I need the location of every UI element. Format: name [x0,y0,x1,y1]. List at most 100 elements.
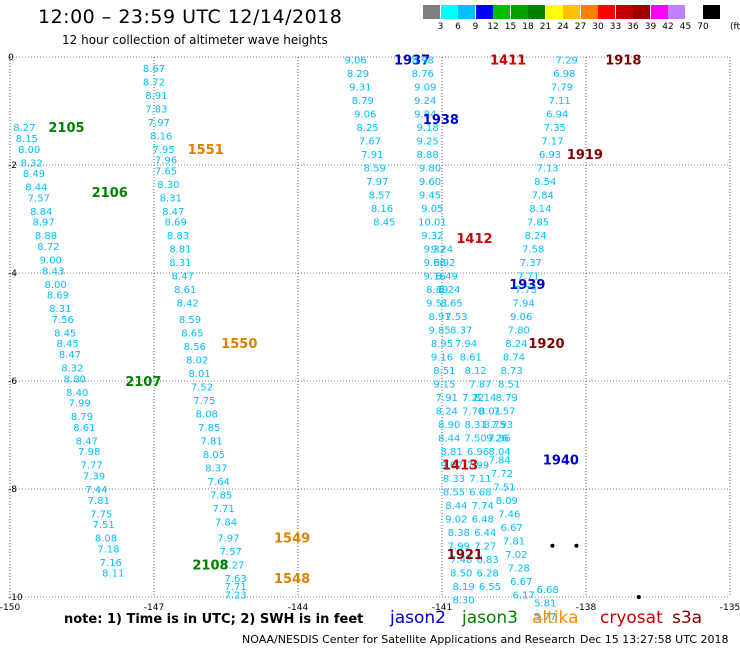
swh-value: 8.61 [174,285,196,296]
swh-value: 8.44 [438,434,460,445]
x-tick-label: -147 [144,603,164,613]
track-time-label: 1939 [509,278,545,293]
swh-value: 8.44 [25,183,47,194]
colorbar-swatch [703,5,720,19]
swh-value: 9.31 [349,83,371,94]
swh-value: 6.83 [476,555,498,566]
colorbar-tick-label: 27 [574,22,587,32]
swh-value: 9.06 [344,56,366,67]
swh-value: 8.02 [186,355,208,366]
page-subtitle: 12 hour collection of altimeter wave hei… [62,33,328,47]
swh-value: 7.18 [97,544,119,555]
swh-value: 7.11 [469,474,491,485]
swh-value: 8.79 [71,412,93,423]
swh-value: 8.65 [440,299,462,310]
swh-value: 7.97 [148,118,170,129]
swh-value: 8.80 [64,374,86,385]
swh-value: 8.00 [44,280,66,291]
swh-value: 8.14 [474,393,496,404]
swh-value: 8.16 [371,204,393,215]
swh-value: 8.95 [431,339,453,350]
mission-legend-item: cryosat [600,608,663,628]
colorbar-tick-label: 21 [539,22,552,32]
swh-value: 7.67 [359,137,381,148]
swh-value: 8.33 [443,474,465,485]
swh-value: 7.36 [488,434,510,445]
track-time-label: 2108 [192,559,228,574]
swh-value: 7.99 [467,461,489,472]
swh-value: 8.81 [169,245,191,256]
swh-value: 7.53 [445,312,467,323]
swh-value: 8.01 [479,407,501,418]
swh-value: 8.37 [205,463,227,474]
swh-value: 8.92 [433,258,455,269]
swh-value: 8.32 [20,158,42,169]
x-tick-label: -135 [720,603,740,613]
track-time-label: 2107 [125,375,161,390]
swh-value: 8.91 [145,91,167,102]
swh-value: 7.91 [436,393,458,404]
swh-value: 8.47 [172,272,194,283]
swh-value: 8.16 [150,131,172,142]
track-time-label: 1938 [423,113,459,128]
swh-value: 9.60 [419,177,441,188]
swh-value: 8.49 [23,169,45,180]
track-time-label: 1549 [274,532,310,547]
colorbar-tick-label: 6 [455,22,461,32]
colorbar-swatch [668,5,685,19]
swh-value: 7.84 [532,191,554,202]
swh-value: 7.83 [145,104,167,115]
swh-value: 7.44 [85,485,107,496]
swh-value: 8.11 [102,569,124,580]
swh-value: 6.96 [467,447,489,458]
swh-value: 7.56 [52,315,74,326]
colorbar-swatch [528,5,545,19]
swh-value: 8.27 [13,123,35,134]
y-tick-label: -10 [8,593,23,603]
colorbar-tick-label: 45 [679,22,692,32]
swh-value: 7.97 [217,534,239,545]
swh-value: 9.02 [445,515,467,526]
colorbar-tick-label: 3 [437,22,444,32]
swh-value: 10.01 [418,218,447,229]
colorbar-tick-label: 18 [522,22,534,32]
swh-value: 7.97 [366,177,388,188]
swh-value: 8.47 [162,207,184,218]
swh-value: 7.98 [78,447,100,458]
swh-value: 8.19 [452,582,474,593]
swh-value: 6.67 [510,577,532,588]
swh-value: 7.75 [193,396,215,407]
swh-value: 9.02 [440,461,462,472]
x-tick-label: -150 [0,603,20,613]
swh-value: 7.72 [491,469,513,480]
swh-value: 7.58 [522,245,544,256]
swh-value: 8.51 [498,380,520,391]
swh-value: 8.47 [59,350,81,361]
track-time-label: 1918 [605,54,641,69]
swh-value: 8.84 [30,207,52,218]
swh-value: 8.32 [61,364,83,375]
swh-value: 8.49 [436,272,458,283]
colorbar-tick-label: 15 [504,22,517,32]
track-time-label: 1937 [394,54,430,69]
track-time-label: 2106 [92,186,128,201]
swh-value: 7.71 [224,582,246,593]
swh-value: 7.46 [498,509,520,520]
swh-value: 6.17 [512,590,534,601]
swh-value: 8.91 [428,312,450,323]
swh-value: 8.89 [426,285,448,296]
colorbar-swatch [493,5,510,19]
swh-value: 8.59 [179,315,201,326]
swh-value: 8.47 [76,436,98,447]
swh-value: 8.73 [500,366,522,377]
swh-value: 9.06 [354,110,376,121]
x-tick-label: -144 [288,603,309,613]
swh-value: 7.71 [212,504,234,515]
track-time-label: 1413 [442,459,478,474]
swh-value: 7.77 [80,461,102,472]
swh-value: 6.93 [539,150,561,161]
swh-value: 9.85 [428,326,450,337]
swh-value: 8.88 [35,231,57,242]
track-time-label: 1919 [567,148,603,163]
